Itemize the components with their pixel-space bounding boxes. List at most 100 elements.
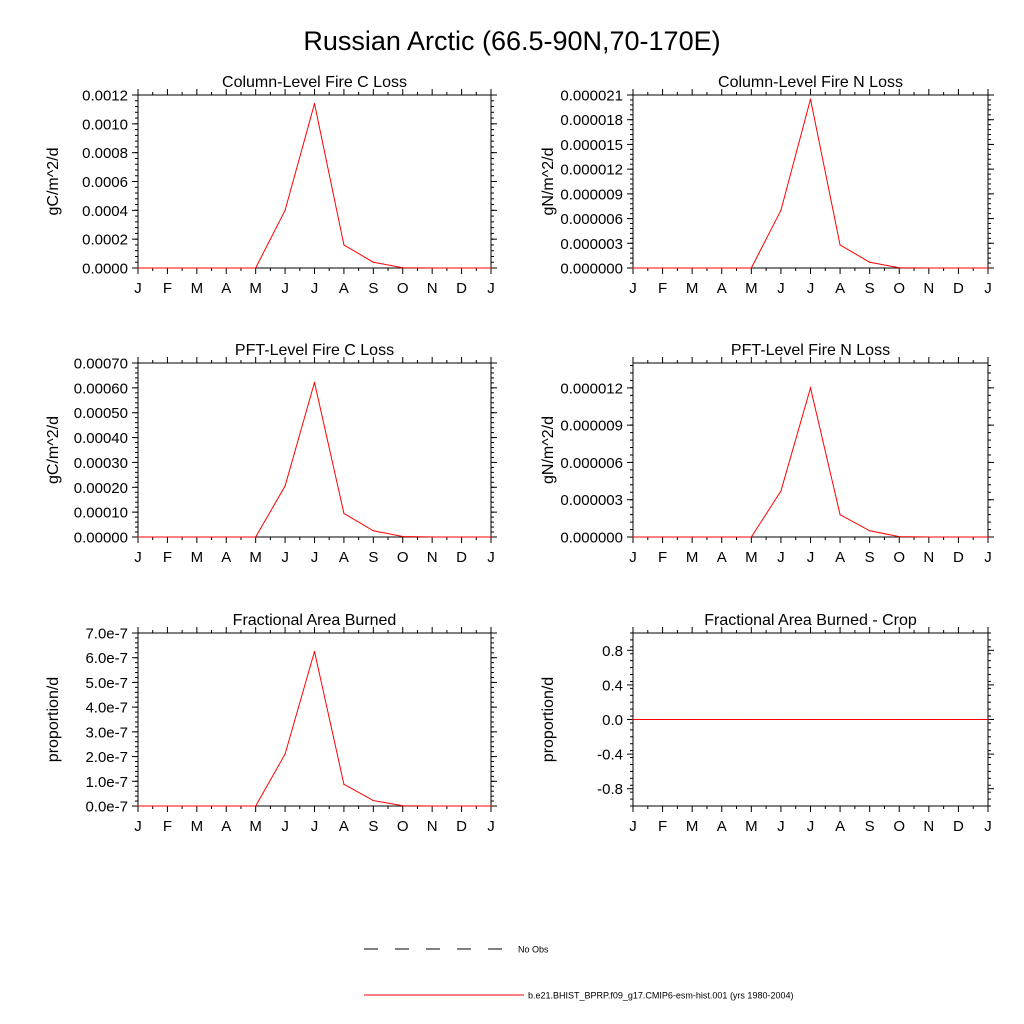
data-point — [809, 98, 812, 100]
y-tick-label: 0.00020 — [74, 480, 128, 497]
y-tick-label: 0.000000 — [560, 530, 623, 547]
x-tick-label: N — [427, 818, 438, 835]
x-tick-label: A — [717, 549, 727, 566]
y-tick-label: 1.0e-7 — [85, 774, 128, 791]
x-tick-label: M — [745, 280, 758, 297]
y-tick-label: 0.0e-7 — [85, 799, 128, 816]
data-point — [460, 805, 463, 807]
x-tick-label: O — [893, 549, 905, 566]
data-point — [869, 530, 871, 532]
data-point — [750, 267, 752, 269]
y-axis-label: gC/m^2/d — [45, 416, 62, 484]
x-tick-label: M — [191, 280, 204, 297]
y-tick-label: 0.000006 — [560, 211, 623, 228]
data-point — [721, 718, 723, 721]
chart-panel-4: J F M A M J J A S O N D J 0.000000 0.000003 0.000006 0.0… — [540, 342, 994, 566]
x-tick-label: J — [629, 280, 637, 297]
chart-panel-2: J F M A M J J A S O N D J 0.000000 0.000003 0.000006 0.0… — [540, 74, 994, 297]
chart-panel-1: J F M A M J J A S O N D J0.00000.00020.00040.00060.0… — [45, 74, 497, 297]
x-tick-label: A — [339, 280, 349, 297]
data-point — [402, 267, 404, 269]
data-point — [460, 536, 463, 538]
y-tick-label: 0.000000 — [560, 261, 623, 278]
data-point — [987, 718, 989, 721]
data-point — [284, 485, 286, 487]
data-point — [987, 536, 989, 538]
y-tick-label: 3.0e-7 — [85, 724, 128, 741]
y-tick-label: 0.00030 — [74, 455, 128, 472]
x-tick-label: D — [456, 818, 467, 835]
x-tick-label: J — [281, 549, 289, 566]
y-tick-label: 0.00070 — [74, 356, 128, 373]
y-tick-label: 5.0e-7 — [85, 675, 128, 692]
panel-title: Fractional Area Burned — [233, 612, 397, 629]
y-axis-label: gN/m^2/d — [540, 416, 557, 484]
data-point — [928, 267, 930, 269]
y-tick-label: 0.0008 — [82, 145, 128, 162]
chart-panel-5: J F M A M J J A S O N D J0.0e-71.0e-72.0e-73.0e-74.0… — [45, 612, 497, 835]
y-tick-label: 0.000021 — [560, 88, 623, 105]
y-tick-label: 0.0006 — [82, 174, 128, 191]
x-tick-label: J — [807, 549, 815, 566]
x-tick-label: F — [163, 280, 172, 297]
data-point — [632, 718, 634, 721]
x-tick-label: F — [658, 549, 667, 566]
data-point — [869, 261, 871, 263]
y-tick-label: 0.0002 — [82, 232, 128, 249]
data-point — [372, 530, 374, 532]
data-point — [839, 514, 841, 516]
data-point — [225, 805, 227, 807]
data-point — [750, 718, 752, 721]
data-point — [957, 718, 960, 721]
plot-frame — [137, 94, 492, 269]
y-axis-label: proportion/d — [45, 677, 62, 762]
data-point — [313, 103, 316, 105]
data-point — [196, 267, 198, 269]
x-tick-label: M — [745, 818, 758, 835]
x-tick-label: J — [311, 818, 319, 835]
data-point — [780, 209, 782, 211]
x-tick-label: S — [865, 280, 875, 297]
data-point — [490, 536, 492, 538]
panel-title: PFT-Level Fire N Loss — [731, 342, 890, 359]
data-point — [372, 261, 374, 263]
x-tick-label: M — [249, 549, 262, 566]
x-tick-label: M — [249, 818, 262, 835]
data-point — [869, 718, 871, 721]
data-point — [343, 783, 345, 785]
plot-frame — [632, 94, 989, 269]
x-tick-label: A — [221, 818, 231, 835]
y-tick-label: 0.000018 — [560, 112, 623, 129]
x-tick-label: N — [427, 549, 438, 566]
data-point — [490, 267, 492, 269]
x-tick-label: M — [745, 549, 758, 566]
data-point — [632, 536, 634, 538]
data-point — [284, 753, 286, 755]
x-tick-label: A — [221, 549, 231, 566]
x-tick-label: J — [487, 818, 495, 835]
x-tick-label: A — [221, 280, 231, 297]
x-tick-label: O — [397, 280, 409, 297]
x-tick-label: M — [686, 549, 699, 566]
x-tick-label: J — [984, 818, 992, 835]
x-tick-label: S — [368, 549, 378, 566]
chart-panel-6: J F M A M J J A S O N D J -0.8 -0.4 0.0 0.4 0.8 Fractional… — [540, 612, 994, 835]
x-tick-label: N — [427, 280, 438, 297]
x-tick-label: A — [717, 818, 727, 835]
data-point — [166, 267, 169, 269]
data-point — [691, 536, 693, 538]
y-tick-label: 0.0000 — [82, 261, 128, 278]
data-point — [225, 536, 227, 538]
data-point — [809, 387, 812, 389]
x-tick-label: J — [777, 549, 785, 566]
x-tick-label: M — [686, 818, 699, 835]
data-point — [402, 535, 404, 538]
x-tick-label: J — [984, 280, 992, 297]
series-line — [633, 385, 988, 538]
y-tick-label: 0.000009 — [560, 186, 623, 203]
x-tick-label: M — [191, 549, 204, 566]
y-tick-label: 0.0010 — [82, 116, 128, 133]
y-tick-label: 0.000003 — [560, 236, 623, 253]
x-tick-label: J — [134, 280, 142, 297]
x-tick-label: J — [629, 549, 637, 566]
